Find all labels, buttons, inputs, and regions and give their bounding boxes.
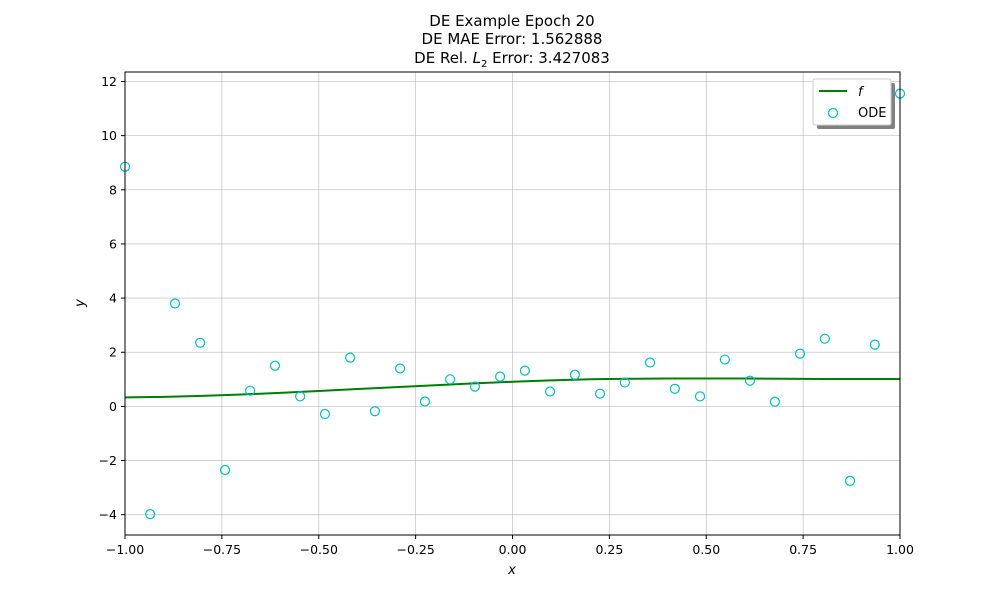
legend: f ODE bbox=[812, 78, 895, 129]
scatter-point-ode bbox=[495, 371, 506, 382]
scatter-point-ode bbox=[345, 352, 356, 363]
scatter-point-ode bbox=[219, 464, 231, 476]
y-tick-label: −4 bbox=[99, 507, 117, 522]
x-tick-label: 0.75 bbox=[789, 542, 817, 557]
plot-area bbox=[119, 88, 906, 520]
scatter-point-ode bbox=[319, 408, 331, 420]
scatter-point-ode bbox=[445, 374, 456, 385]
scatter-point-ode bbox=[869, 339, 880, 350]
y-tick-label: 2 bbox=[109, 345, 117, 360]
legend-label-ode: ODE bbox=[858, 106, 886, 121]
x-tick-label: −0.50 bbox=[300, 542, 338, 557]
title-line-3-suffix: Error: 3.427083 bbox=[487, 49, 609, 67]
x-tick-label: 0.50 bbox=[692, 542, 720, 557]
scatter-point-ode bbox=[669, 383, 680, 394]
scatter-point-ode bbox=[569, 369, 580, 380]
y-tick-label: 4 bbox=[109, 291, 117, 306]
scatter-point-ode bbox=[469, 381, 481, 392]
y-tick-label: 6 bbox=[109, 236, 117, 251]
scatter-point-ode bbox=[169, 298, 181, 309]
legend-label-f: f bbox=[858, 85, 865, 100]
y-tick-label: 0 bbox=[109, 399, 117, 414]
chart-title: DE Example Epoch 20 DE MAE Error: 1.5628… bbox=[414, 12, 610, 70]
y-tick-label: 10 bbox=[101, 128, 117, 143]
scatter-point-ode bbox=[269, 360, 281, 371]
scatter-point-ode bbox=[644, 357, 656, 368]
axis-ticks: −1.00 −0.75 −0.50 −0.25 0.00 0.25 0.50 0.75 1.00… bbox=[99, 74, 914, 557]
title-line-1: DE Example Epoch 20 bbox=[429, 12, 594, 30]
y-axis-label: y bbox=[73, 299, 88, 308]
y-tick-label: −2 bbox=[99, 453, 117, 468]
y-tick-label: 8 bbox=[109, 182, 117, 197]
scatter-point-ode bbox=[195, 337, 206, 348]
scatter-point-ode bbox=[744, 375, 756, 386]
scatter-point-ode bbox=[719, 354, 730, 365]
x-tick-label: −0.25 bbox=[396, 542, 434, 557]
scatter-point-ode bbox=[295, 391, 306, 402]
scatter-point-ode bbox=[419, 396, 431, 407]
scatter-point-ode bbox=[145, 509, 156, 520]
x-tick-label: 1.00 bbox=[886, 542, 914, 557]
title-line-3-subscript: 2 bbox=[481, 59, 487, 70]
scatter-point-ode bbox=[819, 333, 830, 344]
scatter-point-ode bbox=[694, 391, 706, 402]
title-line-2: DE MAE Error: 1.562888 bbox=[422, 30, 603, 48]
x-tick-label: −0.75 bbox=[203, 542, 241, 557]
scatter-point-ode bbox=[519, 365, 531, 376]
scatter-point-ode bbox=[544, 386, 556, 397]
title-line-3: DE Rel. L2 Error: 3.427083 bbox=[414, 49, 610, 70]
scatter-point-ode bbox=[794, 348, 806, 359]
title-line-3-math: L bbox=[473, 49, 481, 67]
scatter-point-ode bbox=[395, 363, 406, 374]
scatter-point-ode bbox=[594, 388, 606, 399]
plot-series bbox=[119, 88, 906, 520]
scatter-point-ode bbox=[245, 385, 256, 396]
scatter-point-ode bbox=[619, 377, 630, 388]
title-line-3-prefix: DE Rel. bbox=[414, 49, 472, 67]
x-tick-label: 0.25 bbox=[595, 542, 623, 557]
series-line-f bbox=[124, 377, 900, 399]
scatter-point-ode bbox=[369, 406, 381, 417]
x-axis-label: x bbox=[507, 563, 516, 578]
y-tick-label: 12 bbox=[101, 74, 117, 89]
legend-marker-swatch bbox=[827, 107, 839, 119]
scatter-point-ode bbox=[769, 396, 780, 407]
x-tick-label: 0.00 bbox=[499, 542, 527, 557]
scatter-point-ode bbox=[844, 475, 856, 486]
x-tick-label: −1.00 bbox=[106, 542, 144, 557]
grid bbox=[124, 72, 901, 535]
